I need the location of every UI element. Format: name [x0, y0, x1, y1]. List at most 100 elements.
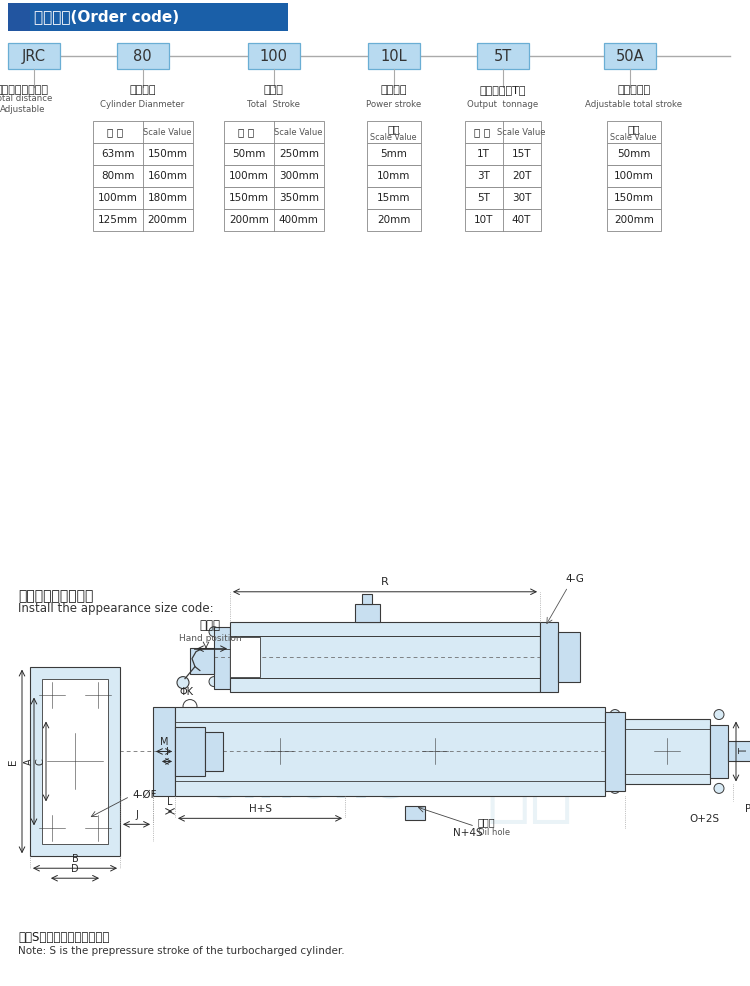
Text: J: J	[135, 810, 138, 820]
Text: D: D	[71, 864, 79, 875]
Bar	[607, 143, 661, 166]
Circle shape	[714, 710, 724, 720]
Bar	[367, 121, 421, 143]
Circle shape	[89, 685, 107, 704]
Bar	[362, 594, 372, 603]
Bar	[214, 627, 230, 688]
Text: Scale Value: Scale Value	[370, 133, 417, 142]
Text: 80: 80	[134, 48, 152, 63]
Text: 50A: 50A	[616, 48, 644, 63]
Text: 20T: 20T	[512, 172, 531, 181]
Bar	[224, 209, 324, 232]
Text: Install the appearance size code:: Install the appearance size code:	[18, 601, 214, 614]
Bar	[230, 622, 540, 691]
Text: T: T	[739, 748, 749, 754]
Circle shape	[544, 627, 554, 637]
Bar	[367, 166, 421, 187]
Bar	[367, 187, 421, 209]
Text: A: A	[24, 758, 34, 765]
Text: 50mm: 50mm	[232, 149, 266, 159]
Bar	[540, 622, 558, 691]
Text: 4-ØF: 4-ØF	[132, 790, 157, 800]
Bar	[464, 209, 541, 232]
Circle shape	[659, 743, 675, 759]
Bar	[604, 43, 656, 69]
Bar	[464, 121, 541, 143]
Text: 100mm: 100mm	[229, 172, 268, 181]
Text: Note: S is the prepressure stroke of the turbocharged cylinder.: Note: S is the prepressure stroke of the…	[18, 947, 344, 956]
Text: 150mm: 150mm	[614, 193, 654, 203]
Text: Output  tonnage: Output tonnage	[466, 100, 538, 108]
Text: Power stroke: Power stroke	[366, 100, 422, 108]
Bar	[8, 3, 30, 31]
Text: 200mm: 200mm	[148, 215, 188, 226]
Bar	[8, 3, 288, 31]
Bar	[367, 143, 421, 166]
Text: 10mm: 10mm	[377, 172, 410, 181]
Text: 180mm: 180mm	[148, 193, 188, 203]
Bar	[464, 166, 541, 187]
Text: 立容: 立容	[487, 757, 573, 826]
Text: Oil hole: Oil hole	[478, 828, 510, 837]
Bar	[607, 166, 661, 187]
Text: 400mm: 400mm	[279, 215, 319, 226]
Bar	[30, 667, 120, 856]
Circle shape	[89, 819, 107, 837]
Circle shape	[177, 676, 189, 688]
Text: 63mm: 63mm	[100, 149, 134, 159]
Text: H+S: H+S	[248, 805, 272, 814]
Circle shape	[610, 710, 620, 720]
Circle shape	[53, 740, 97, 784]
Text: Scale Value: Scale Value	[610, 133, 657, 142]
Circle shape	[427, 743, 443, 759]
Text: P+S: P+S	[745, 805, 750, 814]
Bar	[464, 187, 541, 209]
Circle shape	[714, 784, 724, 794]
Bar	[710, 725, 728, 778]
Text: 标 値: 标 値	[107, 127, 123, 137]
Bar	[153, 707, 175, 797]
Text: 10T: 10T	[474, 215, 494, 226]
Text: 30T: 30T	[512, 193, 531, 203]
Circle shape	[610, 784, 620, 794]
Text: 80mm: 80mm	[100, 172, 134, 181]
Text: I: I	[166, 747, 169, 757]
Text: 安装外观尺寸代码：: 安装外观尺寸代码：	[18, 589, 93, 602]
Text: 100mm: 100mm	[98, 193, 137, 203]
Text: Cylinder Dianmeter: Cylinder Dianmeter	[100, 100, 184, 108]
Text: JRC: JRC	[22, 48, 46, 63]
Text: 5mm: 5mm	[380, 149, 407, 159]
Text: 300mm: 300mm	[279, 172, 319, 181]
Text: 标 値: 标 値	[238, 127, 254, 137]
Bar	[607, 121, 661, 143]
Bar	[224, 187, 324, 209]
Text: Total distance
Adjustable: Total distance Adjustable	[0, 95, 53, 113]
Bar	[476, 43, 529, 69]
Text: 增压行程: 增压行程	[380, 85, 407, 95]
Text: Hand position: Hand position	[178, 634, 242, 643]
Text: 40T: 40T	[512, 215, 531, 226]
Text: 100: 100	[260, 48, 288, 63]
Bar	[625, 719, 710, 785]
Text: B: B	[72, 854, 78, 865]
Text: UIHONG: UIHONG	[209, 765, 411, 808]
Bar	[205, 732, 223, 771]
Text: 出力吨位（T）: 出力吨位（T）	[479, 85, 526, 95]
Circle shape	[272, 743, 288, 759]
Text: 4-G: 4-G	[565, 574, 584, 584]
Circle shape	[209, 627, 219, 637]
Text: R: R	[381, 577, 388, 587]
Text: 可调总行程: 可调总行程	[617, 85, 650, 95]
Text: 150mm: 150mm	[229, 193, 268, 203]
Bar	[92, 166, 193, 187]
Bar	[607, 187, 661, 209]
Text: 100mm: 100mm	[614, 172, 654, 181]
Bar	[558, 632, 580, 681]
Bar	[92, 143, 193, 166]
Text: 注：S为增压缸的预压行程。: 注：S为增压缸的预压行程。	[18, 931, 110, 945]
Text: L: L	[167, 798, 172, 808]
Bar	[367, 209, 421, 232]
Bar	[368, 43, 420, 69]
Text: ΦK: ΦK	[180, 686, 194, 696]
Text: 10L: 10L	[380, 48, 407, 63]
